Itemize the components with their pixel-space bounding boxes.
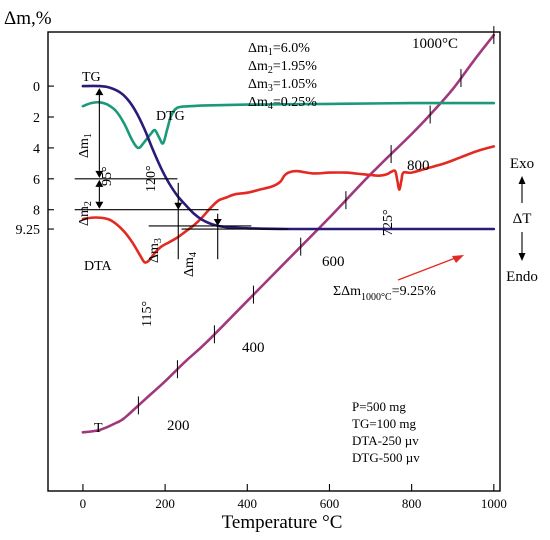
series-line-dtg xyxy=(81,100,496,150)
right-axis-down-arrowhead xyxy=(518,253,526,261)
series-label-t: T xyxy=(94,421,103,436)
peak-label-95: 95° xyxy=(100,166,115,186)
right-axis-delta-t: ΔT xyxy=(513,211,532,227)
dm2-arrowhead-top xyxy=(95,179,104,187)
dm4-arrowhead xyxy=(213,218,222,226)
condition-tg: TG=100 mg xyxy=(352,416,417,431)
total-loss-label: ΣΔm1000°C=9.25% xyxy=(333,284,436,303)
y-tick-label-5: 9.25 xyxy=(16,223,41,238)
peak-label-725: 725° xyxy=(381,209,396,236)
total-loss-arrow xyxy=(397,256,459,281)
y-ticks: 0 2 4 6 8 9.25 xyxy=(16,80,54,238)
step-label-dm1: Δm1 xyxy=(77,133,94,158)
series-line-t xyxy=(81,33,496,434)
series-label-dta: DTA xyxy=(84,259,113,274)
peak-label-115: 115° xyxy=(140,301,155,327)
mass-loss-4: Δm4=0.25% xyxy=(248,95,317,112)
dm1-arrowhead-top xyxy=(95,88,104,96)
dm3-arrowhead xyxy=(174,202,183,210)
dm2-arrowhead-bottom xyxy=(95,201,104,209)
x-tick-label-600: 600 xyxy=(320,496,340,511)
t-label-1000: 1000°C xyxy=(412,36,458,52)
x-tick-label-0: 0 xyxy=(80,496,87,511)
annotations xyxy=(74,88,289,260)
y-axis-title: Δm,% xyxy=(4,8,52,29)
mass-loss-2: Δm2=1.95% xyxy=(248,59,317,76)
peak-label-120: 120° xyxy=(144,165,159,192)
series-line-tg xyxy=(81,84,496,231)
y-tick-label-2: 4 xyxy=(33,142,40,157)
mass-loss-3: Δm3=1.05% xyxy=(248,77,317,94)
step-label-dm4: Δm4 xyxy=(182,252,199,277)
series-label-dtg: DTG xyxy=(156,109,185,124)
t-label-600: 600 xyxy=(322,254,345,270)
t-label-400: 400 xyxy=(242,340,265,356)
condition-dta: DTA-250 µv xyxy=(352,433,419,448)
y-tick-label-4: 8 xyxy=(33,204,40,219)
right-axis-endo: Endo xyxy=(506,269,538,285)
x-ticks: 0 200 400 600 800 1000 xyxy=(80,484,507,511)
y-tick-label-0: 0 xyxy=(33,80,40,95)
y-tick-label-3: 6 xyxy=(33,173,40,188)
x-tick-label-400: 400 xyxy=(238,496,258,511)
condition-dtg: DTG-500 µv xyxy=(352,450,420,465)
series-layer xyxy=(81,26,496,434)
x-axis-title: Temperature °C xyxy=(222,512,343,533)
total-loss-arrowhead xyxy=(452,255,464,263)
right-axis-exo: Exo xyxy=(510,156,534,172)
t-label-800: 800 xyxy=(407,158,430,174)
y-tick-label-1: 2 xyxy=(33,111,40,126)
t-label-200: 200 xyxy=(167,418,190,434)
mass-loss-1: Δm1=6.0% xyxy=(248,41,310,58)
x-tick-label-800: 800 xyxy=(402,496,422,511)
dm1-arrowhead-bottom xyxy=(95,170,104,178)
step-label-dm3: Δm3 xyxy=(147,238,164,263)
condition-mass: P=500 mg xyxy=(352,399,406,414)
x-tick-label-1000: 1000 xyxy=(481,496,507,511)
plot-frame xyxy=(47,31,501,492)
series-label-tg: TG xyxy=(82,70,101,85)
x-tick-label-200: 200 xyxy=(155,496,175,511)
series-line-dta xyxy=(81,145,496,264)
right-axis-up-arrowhead xyxy=(518,176,526,184)
step-label-dm2: Δm2 xyxy=(77,201,94,226)
